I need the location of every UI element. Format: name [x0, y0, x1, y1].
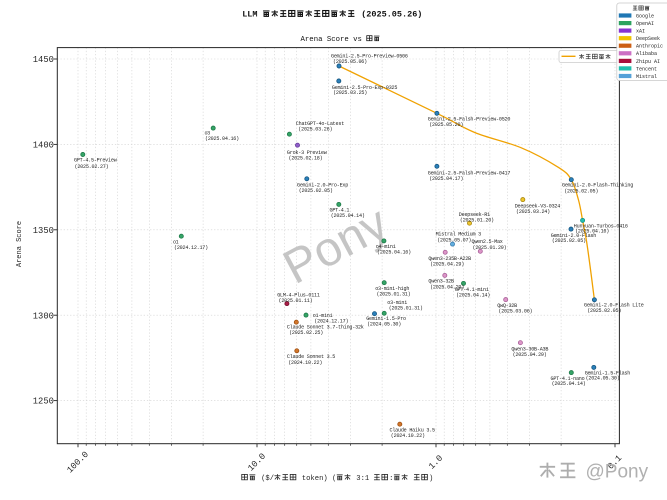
svg-text:(2025.04.14): (2025.04.14) [552, 381, 586, 387]
svg-text:(2024.10.22): (2024.10.22) [288, 360, 322, 366]
svg-text::: : [389, 475, 393, 483]
svg-text:(2025.03.24): (2025.03.24) [516, 209, 550, 215]
svg-text:Gemini-2.0-Flash Lite: Gemini-2.0-Flash Lite [584, 303, 644, 309]
svg-text:Google: Google [636, 13, 654, 19]
svg-text:Anthropic: Anthropic [636, 44, 663, 50]
svg-text:QwQ-32B: QwQ-32B [497, 303, 517, 309]
svg-text:LLM: LLM [242, 10, 262, 20]
svg-text:DeepSeek: DeepSeek [636, 36, 660, 42]
svg-text:Mistral Medium 3: Mistral Medium 3 [436, 231, 482, 237]
svg-text:xAI: xAI [636, 29, 645, 35]
svg-text:(2025.01.11): (2025.01.11) [279, 298, 313, 304]
svg-text:(2025.01.20): (2025.01.20) [460, 218, 494, 224]
svg-text:3:1: 3:1 [352, 475, 374, 483]
svg-text:Gemini-1.5-Pro: Gemini-1.5-Pro [366, 316, 406, 322]
svg-text:(2025.02.05): (2025.02.05) [587, 308, 621, 314]
svg-text:token) (: token) ( [297, 475, 336, 483]
svg-text:(2024.05.30): (2024.05.30) [367, 322, 401, 328]
svg-text:o3-mini: o3-mini [387, 300, 407, 306]
svg-text:(2025.04.29): (2025.04.29) [513, 352, 547, 358]
svg-text:Zhipu AI: Zhipu AI [636, 59, 660, 65]
svg-text:(2025.02.25): (2025.02.25) [289, 330, 323, 336]
svg-text:(2025.04.16): (2025.04.16) [377, 250, 411, 256]
svg-text:Alibaba: Alibaba [636, 51, 657, 57]
svg-text:Qwen3-32B: Qwen3-32B [428, 279, 454, 285]
svg-text:1350: 1350 [33, 226, 54, 236]
svg-text:(2025.02.05): (2025.02.05) [552, 238, 586, 244]
svg-text:Tencent: Tencent [636, 66, 657, 72]
svg-text:(2025.02.05): (2025.02.05) [564, 188, 598, 194]
svg-text:Gemini-2.0-Flash: Gemini-2.0-Flash [551, 233, 597, 239]
svg-text:(2025.01.29): (2025.01.29) [473, 245, 507, 251]
svg-text:(2025.05.26): (2025.05.26) [356, 10, 422, 20]
svg-text:1450: 1450 [33, 55, 54, 65]
svg-text:(2024.10.22): (2024.10.22) [391, 433, 425, 439]
svg-text:(2024.12.17): (2024.12.17) [314, 319, 348, 325]
svg-text:(2025.05.07): (2025.05.07) [437, 237, 471, 243]
svg-text:(2025.02.18): (2025.02.18) [289, 156, 323, 162]
svg-text:o4-mini: o4-mini [376, 244, 396, 250]
svg-text:Claude Sonnet 3.7-thing-32k: Claude Sonnet 3.7-thing-32k [287, 325, 364, 331]
svg-text:Qwen3-235B-A22B: Qwen3-235B-A22B [428, 256, 471, 262]
svg-text:(2025.05.06): (2025.05.06) [333, 59, 367, 65]
svg-text:Qwen3-30B-A3B: Qwen3-30B-A3B [511, 347, 548, 353]
svg-text:Gemini-2.5-Pro-Exp-0325: Gemini-2.5-Pro-Exp-0325 [332, 85, 398, 91]
svg-text:Arena Score: Arena Score [16, 221, 24, 267]
svg-text:Gemini-2.5-Pro-Preview-0506: Gemini-2.5-Pro-Preview-0506 [331, 54, 408, 60]
svg-text:Gemini-1.5-Flash: Gemini-1.5-Flash [585, 370, 631, 376]
svg-text:(2025.03.26): (2025.03.26) [298, 126, 332, 132]
svg-text:(2025.04.14): (2025.04.14) [456, 293, 490, 299]
svg-text:Gemini-2.0-Flash-Thinking: Gemini-2.0-Flash-Thinking [562, 183, 633, 189]
svg-text:Qwen2.5-Max: Qwen2.5-Max [472, 239, 503, 245]
svg-text:(2025.04.29): (2025.04.29) [430, 284, 464, 290]
svg-text:(2025.04.16): (2025.04.16) [575, 229, 609, 235]
svg-text:OpenAI: OpenAI [636, 21, 654, 27]
svg-text:(2025.04.17): (2025.04.17) [429, 176, 463, 182]
svg-text:Gemini-2.0-Pro-Exp: Gemini-2.0-Pro-Exp [297, 183, 348, 189]
svg-text:o1-mini: o1-mini [313, 313, 333, 319]
svg-text:GPT-4.1-nano: GPT-4.1-nano [551, 376, 585, 382]
svg-text:GPT-4.1: GPT-4.1 [330, 208, 350, 214]
svg-text:Grok-3 Preview: Grok-3 Preview [287, 150, 327, 156]
svg-text:GLM-4-Plus-0111: GLM-4-Plus-0111 [277, 293, 320, 299]
svg-text:@Pony: @Pony [586, 461, 649, 482]
svg-text:(2025.02.27): (2025.02.27) [75, 164, 109, 170]
svg-text:Hunyuan-Turbos-0416: Hunyuan-Turbos-0416 [574, 223, 628, 229]
svg-text:Deepseek-R1: Deepseek-R1 [459, 212, 490, 218]
svg-text:(2024.12.17): (2024.12.17) [174, 245, 208, 251]
svg-text:): ) [429, 475, 433, 483]
svg-text:Claude Sonnet 3.5: Claude Sonnet 3.5 [287, 354, 335, 360]
svg-text:Deepseek-V3-0324: Deepseek-V3-0324 [515, 204, 561, 210]
svg-text:(2025.04.16): (2025.04.16) [205, 136, 239, 142]
svg-text:o3: o3 [205, 131, 211, 137]
svg-text:GPT-4.1-mini: GPT-4.1-mini [455, 287, 489, 293]
svg-text:(2025.05.20): (2025.05.20) [429, 122, 463, 128]
svg-text:Gemini-2.5-Falsh-Preview-0520: Gemini-2.5-Falsh-Preview-0520 [428, 117, 511, 123]
svg-text:(2025.04.14): (2025.04.14) [331, 213, 365, 219]
svg-text:(2025.01.31): (2025.01.31) [377, 292, 411, 298]
svg-text:Gemini-2.5-Falsh-Preview-0417: Gemini-2.5-Falsh-Preview-0417 [428, 171, 511, 177]
svg-text:(2025.01.31): (2025.01.31) [389, 306, 423, 312]
svg-text:GPT-4.5-Preview: GPT-4.5-Preview [74, 158, 117, 164]
svg-text:(2024.05.30): (2024.05.30) [586, 376, 620, 382]
svg-text:1400: 1400 [33, 141, 54, 151]
svg-text:o3-mini-high: o3-mini-high [375, 286, 409, 292]
svg-text:Mistral: Mistral [636, 74, 657, 80]
svg-text:ChatGPT-4o-Latest: ChatGPT-4o-Latest [296, 121, 344, 127]
svg-text:o1: o1 [173, 240, 179, 246]
svg-text:($/: ($/ [257, 475, 274, 483]
svg-text:(2025.04.29): (2025.04.29) [430, 262, 464, 268]
svg-text:Claude Haiku 3.5: Claude Haiku 3.5 [390, 428, 436, 434]
svg-text:1300: 1300 [33, 311, 54, 321]
svg-text:(2025.03.06): (2025.03.06) [498, 308, 532, 314]
svg-text:Arena Score vs: Arena Score vs [301, 36, 367, 44]
svg-text:1250: 1250 [33, 397, 54, 407]
svg-text:(2025.03.25): (2025.03.25) [333, 90, 367, 96]
svg-text:(2025.02.05): (2025.02.05) [299, 188, 333, 194]
